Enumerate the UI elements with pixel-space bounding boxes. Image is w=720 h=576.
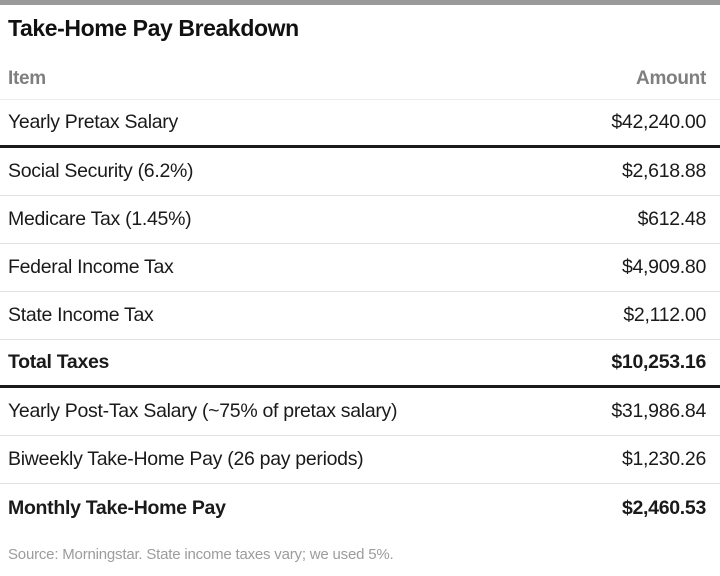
table-row: Yearly Post-Tax Salary (~75% of pretax s… [0, 388, 720, 436]
page-title: Take-Home Pay Breakdown [8, 15, 299, 41]
row-item-label: Yearly Post-Tax Salary (~75% of pretax s… [8, 400, 398, 422]
table-row: Federal Income Tax $4,909.80 [0, 244, 720, 292]
column-header-item: Item [8, 68, 46, 89]
row-amount-value: $42,240.00 [611, 111, 706, 133]
row-amount-value: $612.48 [637, 208, 707, 230]
table-row: Social Security (6.2%) $2,618.88 [0, 148, 720, 196]
row-amount-value: $1,230.26 [621, 448, 706, 470]
table-row: Biweekly Take-Home Pay (26 pay periods) … [0, 436, 720, 484]
row-item-label: Total Taxes [8, 351, 110, 373]
column-header-amount: Amount [636, 68, 706, 89]
row-item-label: Biweekly Take-Home Pay (26 pay periods) [8, 448, 364, 470]
row-amount-value: $10,253.16 [611, 351, 706, 373]
row-item-label: Medicare Tax (1.45%) [8, 208, 192, 230]
table-row-monthly-take-home-pay: Monthly Take-Home Pay $2,460.53 [0, 484, 720, 532]
row-amount-value: $2,112.00 [623, 304, 706, 326]
row-item-label: Federal Income Tax [8, 256, 174, 278]
row-item-label: Yearly Pretax Salary [8, 111, 178, 133]
source-note: Source: Morningstar. State income taxes … [8, 546, 394, 563]
table-row: State Income Tax $2,112.00 [0, 292, 720, 340]
table-row-total-taxes: Total Taxes $10,253.16 [0, 340, 720, 388]
table-row: Yearly Pretax Salary $42,240.00 [0, 100, 720, 148]
table-row: Medicare Tax (1.45%) $612.48 [0, 196, 720, 244]
row-amount-value: $4,909.80 [621, 256, 706, 278]
row-item-label: State Income Tax [8, 304, 154, 326]
row-amount-value: $31,986.84 [611, 400, 706, 422]
row-amount-value: $2,618.88 [621, 160, 706, 182]
table-header-row: Item Amount [0, 42, 720, 100]
row-item-label: Monthly Take-Home Pay [8, 496, 226, 519]
row-amount-value: $2,460.53 [621, 496, 706, 519]
row-item-label: Social Security (6.2%) [8, 160, 194, 182]
top-border-bar [0, 0, 720, 5]
